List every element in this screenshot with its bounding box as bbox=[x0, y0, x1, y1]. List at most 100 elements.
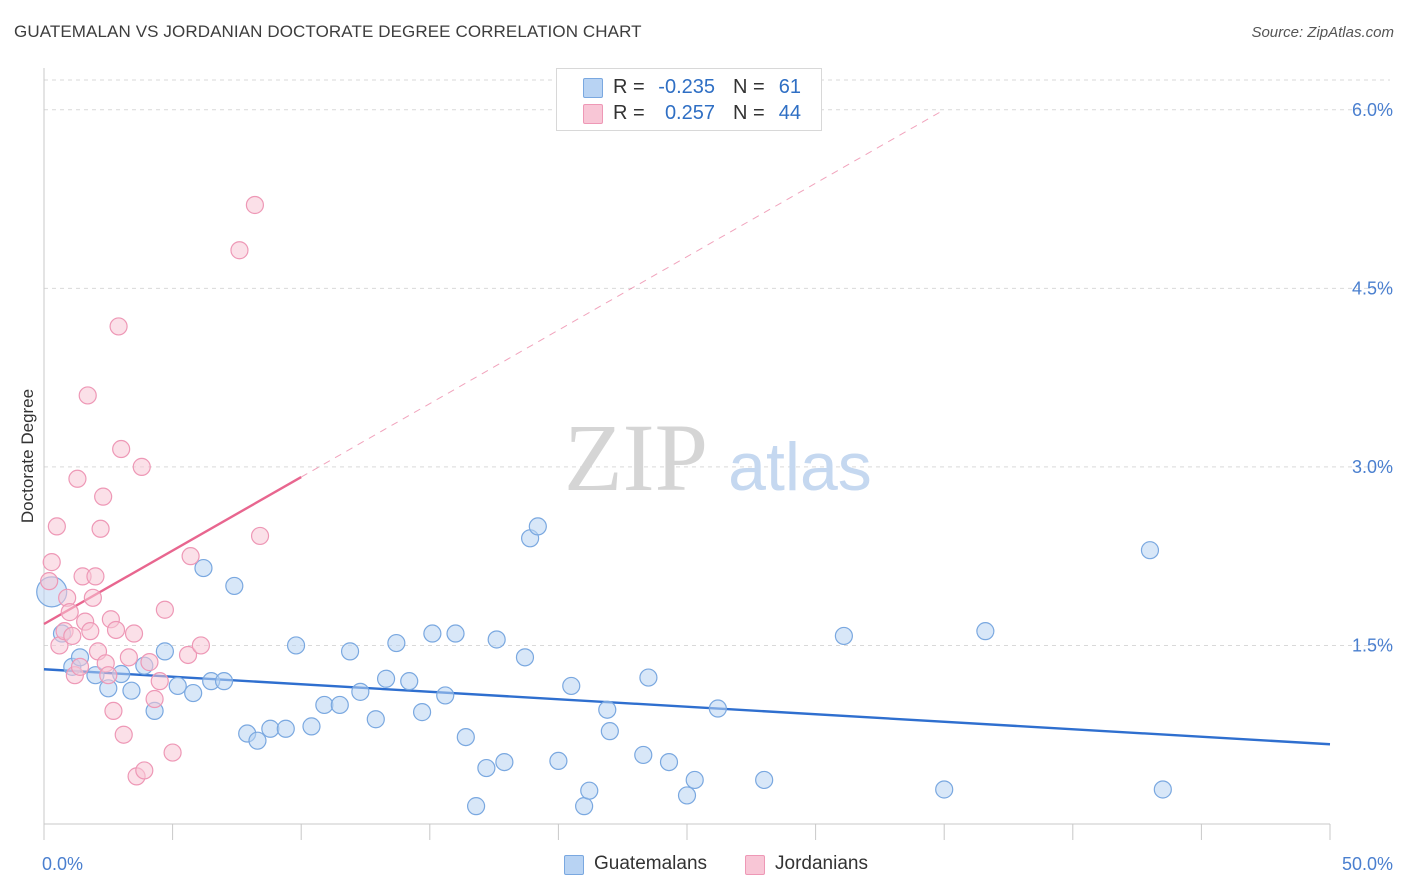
data-point-guatemalan bbox=[214, 672, 234, 691]
data-point-jordanian bbox=[104, 701, 123, 721]
data-point-guatemalan bbox=[466, 797, 486, 816]
legend-label: Jordanians bbox=[775, 853, 868, 874]
data-point-guatemalan bbox=[677, 786, 697, 805]
data-point-guatemalan bbox=[495, 752, 514, 772]
data-point-guatemalan bbox=[276, 719, 295, 738]
data-point-guatemalan bbox=[387, 633, 406, 653]
data-point-guatemalan bbox=[446, 624, 465, 643]
data-point-guatemalan bbox=[575, 797, 594, 816]
legend-n-label: N = bbox=[733, 102, 765, 124]
data-point-guatemalan bbox=[302, 717, 321, 736]
data-point-guatemalan bbox=[685, 770, 704, 790]
data-point-jordanian bbox=[63, 626, 82, 646]
data-point-jordanian bbox=[191, 636, 210, 655]
data-point-guatemalan bbox=[562, 676, 581, 696]
data-point-jordanian bbox=[86, 567, 105, 586]
legend-r-value: -0.235 bbox=[658, 76, 715, 98]
data-point-jordanian bbox=[150, 672, 169, 691]
watermark-zip: ZIP bbox=[564, 404, 708, 511]
data-point-guatemalan bbox=[549, 751, 568, 771]
legend-series: Guatemalans Jordanians bbox=[0, 852, 1406, 878]
data-point-jordanian bbox=[99, 666, 118, 685]
data-point-guatemalan bbox=[528, 517, 547, 536]
data-point-guatemalan bbox=[659, 752, 679, 772]
data-point-guatemalan bbox=[340, 642, 360, 661]
axes-layer bbox=[43, 68, 1331, 840]
data-point-guatemalan bbox=[976, 622, 995, 641]
data-point-jordanian bbox=[155, 600, 174, 619]
data-point-jordanian bbox=[230, 241, 249, 260]
data-point-jordanian bbox=[106, 620, 126, 640]
data-point-guatemalan bbox=[436, 686, 455, 705]
trendline-jordanians-extension bbox=[300, 109, 945, 478]
data-point-jordanian bbox=[140, 653, 159, 672]
data-point-guatemalan bbox=[423, 624, 442, 643]
data-point-guatemalan bbox=[184, 683, 203, 703]
data-point-jordanian bbox=[112, 439, 131, 459]
data-point-jordanian bbox=[145, 689, 164, 709]
data-point-guatemalan bbox=[580, 781, 599, 800]
data-point-guatemalan bbox=[330, 695, 349, 715]
data-point-guatemalan bbox=[634, 745, 653, 765]
grid-layer bbox=[44, 79, 1390, 646]
y-tick-label: 3.0% bbox=[1352, 457, 1393, 477]
data-point-guatemalan bbox=[194, 558, 213, 578]
x-tick-label: 0.0% bbox=[42, 854, 83, 874]
data-point-guatemalan bbox=[834, 626, 853, 646]
data-point-jordanian bbox=[245, 195, 265, 215]
data-point-guatemalan bbox=[168, 676, 187, 696]
data-point-jordanian bbox=[81, 622, 100, 641]
data-point-jordanian bbox=[109, 317, 128, 336]
data-point-guatemalan bbox=[1140, 541, 1160, 560]
data-point-jordanian bbox=[40, 572, 59, 591]
data-point-guatemalan bbox=[366, 710, 385, 729]
data-point-jordanian bbox=[68, 469, 87, 488]
data-point-guatemalan bbox=[598, 700, 617, 719]
legend-label: Guatemalans bbox=[594, 853, 708, 874]
data-point-guatemalan bbox=[122, 681, 141, 700]
data-point-guatemalan bbox=[487, 630, 506, 649]
data-point-jordanian bbox=[132, 457, 151, 476]
data-point-jordanian bbox=[181, 547, 200, 566]
legend-row-jordanians: R = 0.257 N = 44 bbox=[557, 100, 821, 126]
data-point-guatemalan bbox=[155, 642, 174, 661]
y-tick-label: 6.0% bbox=[1352, 100, 1393, 120]
data-point-jordanian bbox=[114, 725, 133, 744]
chart-title: GUATEMALAN VS JORDANIAN DOCTORATE DEGREE… bbox=[14, 22, 642, 41]
data-point-jordanian bbox=[47, 517, 66, 536]
data-point-jordanian bbox=[42, 553, 61, 572]
data-point-guatemalan bbox=[315, 695, 334, 715]
y-tick-label: 1.5% bbox=[1352, 635, 1393, 655]
data-point-guatemalan bbox=[708, 699, 727, 718]
data-point-guatemalan bbox=[261, 719, 280, 738]
data-point-jordanian bbox=[91, 519, 110, 538]
data-point-jordanian bbox=[124, 624, 144, 643]
legend-r-value: 0.257 bbox=[664, 102, 715, 124]
data-point-guatemalan bbox=[1153, 780, 1172, 799]
legend-r-label: R = bbox=[613, 76, 645, 98]
legend-n-label: N = bbox=[733, 76, 765, 98]
data-point-jordanian bbox=[163, 743, 182, 762]
data-point-jordanian bbox=[250, 526, 270, 546]
legend-row-guatemalans: R = -0.235 N = 61 bbox=[557, 74, 821, 100]
trendline-jordanians bbox=[43, 476, 302, 626]
data-point-guatemalan bbox=[639, 668, 658, 687]
data-point-jordanian bbox=[94, 487, 113, 506]
data-point-jordanian bbox=[178, 645, 198, 665]
legend-n-value: 44 bbox=[778, 102, 801, 124]
data-point-guatemalan bbox=[412, 703, 432, 722]
watermark-atlas: atlas bbox=[728, 429, 872, 505]
y-tick-label: 4.5% bbox=[1352, 278, 1393, 298]
data-point-guatemalan bbox=[286, 636, 306, 655]
data-point-guatemalan bbox=[755, 770, 774, 790]
x-tick-label: 50.0% bbox=[1342, 854, 1393, 874]
data-point-guatemalan bbox=[400, 672, 419, 691]
data-point-guatemalan bbox=[351, 682, 370, 701]
legend-swatch-pink bbox=[745, 855, 765, 875]
legend-r-label: R = bbox=[613, 102, 645, 124]
data-point-guatemalan bbox=[225, 576, 244, 596]
data-point-guatemalan bbox=[515, 648, 535, 667]
watermark: ZIP atlas bbox=[564, 404, 872, 511]
data-point-guatemalan bbox=[456, 728, 475, 747]
